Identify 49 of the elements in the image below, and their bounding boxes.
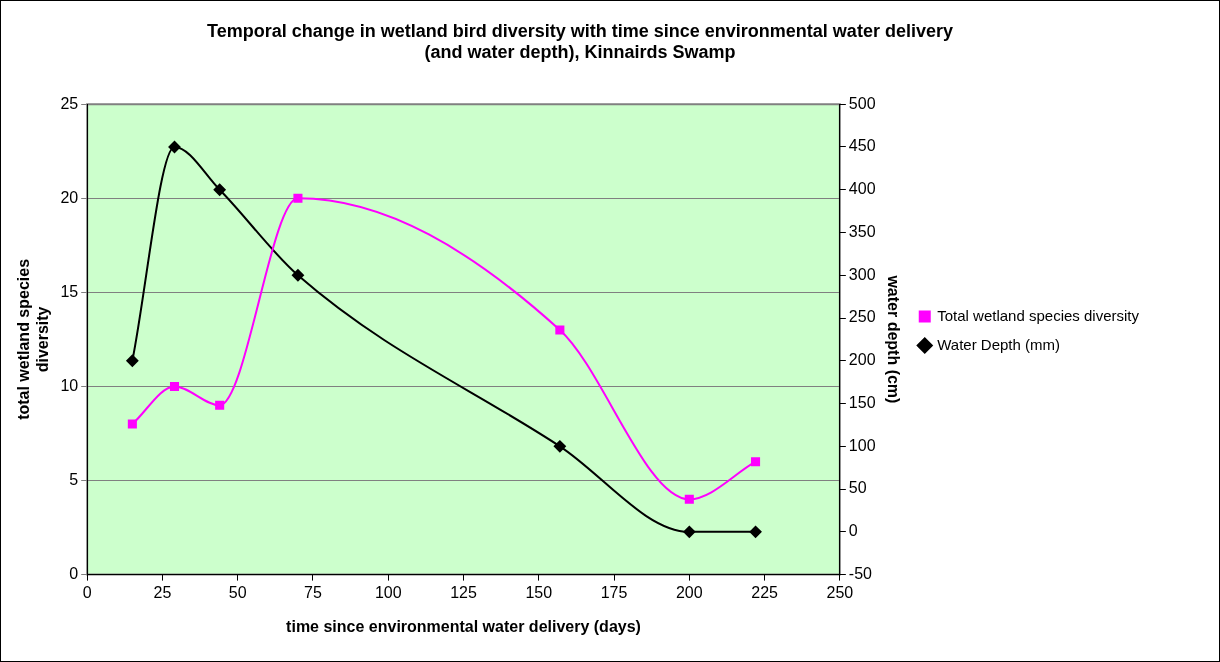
y-axis-title: total wetland species diversity <box>15 258 52 420</box>
y-tick-label: 20 <box>60 188 79 206</box>
x-tick-label: 75 <box>304 583 322 601</box>
x-tick-label: 0 <box>82 583 92 601</box>
point <box>293 193 303 203</box>
x-tick-label: 50 <box>228 583 247 601</box>
y2-tick-label: 0 <box>848 522 858 540</box>
point <box>684 494 694 504</box>
point <box>751 457 761 467</box>
y2-tick-label: 50 <box>848 479 867 497</box>
y2-tick-label: 400 <box>848 180 876 198</box>
y2-axis-title: water depth (cm) <box>884 274 902 404</box>
point <box>553 440 566 453</box>
legend-label: Water Depth (mm) <box>937 335 1061 353</box>
y2-tick-label: 500 <box>848 94 876 112</box>
y2-tick-label: -50 <box>848 565 873 583</box>
point <box>169 381 180 391</box>
y-tick-label: 0 <box>69 565 79 583</box>
y2-tick-label: 450 <box>848 137 876 155</box>
x-tick-label: 250 <box>826 583 854 601</box>
y2-tick-label: 200 <box>848 351 876 369</box>
x-axis-title: time since environmental water delivery (days) <box>286 617 641 635</box>
x-tick-label: 25 <box>153 583 172 601</box>
y-tick-label: 5 <box>69 470 79 488</box>
y2-tick-label: 150 <box>848 393 876 411</box>
x-tick-label: 200 <box>675 583 703 601</box>
x-tick-label: 150 <box>525 583 553 601</box>
point <box>683 525 696 538</box>
y2-tick-label: 250 <box>848 308 876 326</box>
point <box>749 525 762 538</box>
x-tick-label: 100 <box>374 583 402 601</box>
y2-tick-label: 100 <box>848 436 876 454</box>
point <box>291 269 304 282</box>
y2-tick-label: 300 <box>848 265 876 283</box>
point <box>555 325 565 335</box>
y-tick-label: 25 <box>60 94 79 112</box>
x-tick-label: 225 <box>751 583 779 601</box>
chart-title: Temporal change in wetland bird diversity with time since environmental water delivery (and water depth), Kinnairds Swamp <box>207 20 953 63</box>
point <box>213 183 226 196</box>
y2-tick-label: 350 <box>848 222 876 240</box>
y-tick-label: 10 <box>60 376 79 394</box>
x-tick-label: 125 <box>450 583 477 601</box>
x-tick-label: 175 <box>600 583 628 601</box>
point <box>127 419 137 429</box>
point <box>215 400 225 410</box>
legend-label: Total wetland species diversity <box>937 306 1140 324</box>
point <box>126 354 139 367</box>
point <box>168 140 181 153</box>
y-tick-label: 15 <box>60 282 79 300</box>
